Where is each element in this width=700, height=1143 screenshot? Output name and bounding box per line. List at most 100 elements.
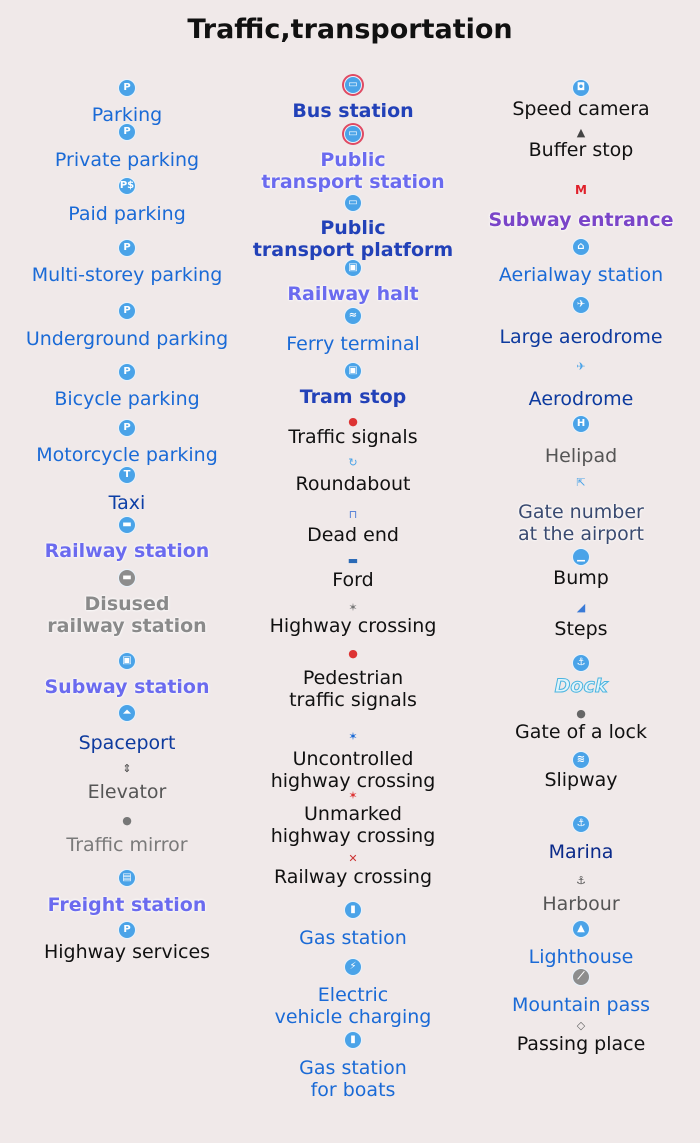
legend-label: Bump <box>553 567 609 589</box>
legend-label: Private parking <box>54 149 200 171</box>
train-icon: ▬ <box>118 516 136 534</box>
legend-label: Mountain pass <box>511 994 651 1016</box>
legend-label: Gate number at the airport <box>517 501 645 545</box>
small-plane-icon: ✈ <box>576 360 586 373</box>
camera-icon: ◘ <box>572 79 590 97</box>
legend-label: Electric vehicle charging <box>274 984 432 1028</box>
legend-label: Aerialway station <box>498 264 664 286</box>
private-parking-icon: P <box>118 123 136 141</box>
anchor-icon: ⚓ <box>572 815 590 833</box>
legend-label: Railway crossing <box>273 866 433 888</box>
legend-label: Traffic signals <box>288 426 418 448</box>
legend-label: Multi-storey parking <box>31 264 223 286</box>
legend-label: Railway station <box>44 540 210 562</box>
mountain-pass-icon: ⟋ <box>572 968 590 986</box>
legend-label: Traffic mirror <box>66 834 188 856</box>
elevator-icon: ⇕ <box>122 762 132 775</box>
legend-label: Paid parking <box>68 203 186 225</box>
legend-label: Elevator <box>87 781 167 803</box>
aerialway-icon: ⌂ <box>572 238 590 256</box>
legend-label: Ford <box>332 569 374 591</box>
legend-label: Motorcycle parking <box>36 444 218 466</box>
subway-icon: ▣ <box>118 652 136 670</box>
gate-icon: ⇱ <box>576 476 586 489</box>
legend-label: Subway station <box>44 676 210 698</box>
legend-label: Steps <box>554 618 608 640</box>
bus-station-icon: ▭ <box>344 76 362 94</box>
legend-label: Lighthouse <box>528 946 634 968</box>
traffic-light-icon: ● <box>348 415 358 428</box>
legend-label: Disused railway station <box>47 593 207 637</box>
legend-label: Roundabout <box>295 473 411 495</box>
metro-icon: M <box>575 183 587 197</box>
legend-label: Gate of a lock <box>515 721 647 743</box>
tram-icon: ▣ <box>344 362 362 380</box>
bus-platform-icon: ▭ <box>344 194 362 212</box>
ford-icon: ▬ <box>347 554 359 567</box>
pedestrian-blue-icon: ✶ <box>348 730 358 743</box>
roundabout-icon: ↻ <box>348 456 358 469</box>
legend-label: Dock <box>554 675 608 698</box>
legend-label: Underground parking <box>25 328 229 350</box>
buffer-stop-icon: ▲ <box>576 126 586 139</box>
slipway-icon: ≋ <box>572 751 590 769</box>
bus-icon: ▭ <box>344 125 362 143</box>
paid-parking-icon: P$ <box>118 177 136 195</box>
lighthouse-icon: ▲ <box>572 920 590 938</box>
pedestrian-red-icon: ✶ <box>348 789 358 802</box>
parking-icon: P <box>118 79 136 97</box>
pedestrian-icon: ✶ <box>348 601 358 614</box>
legend-label: Spaceport <box>78 732 176 754</box>
fuel-icon: ▮ <box>344 901 362 919</box>
legend-label: Railway halt <box>287 283 419 305</box>
passing-place-icon: ◇ <box>576 1019 586 1032</box>
legend-label: Pedestrian traffic signals <box>289 667 417 711</box>
bump-icon: ▁ <box>572 548 590 566</box>
legend-label: Unmarked highway crossing <box>270 803 436 847</box>
legend-label: Buffer stop <box>528 139 634 161</box>
freight-icon: ▤ <box>118 869 136 887</box>
taxi-icon: T <box>118 466 136 484</box>
legend-label: Speed camera <box>512 98 650 120</box>
train-halt-icon: ▣ <box>344 259 362 277</box>
helipad-icon: H <box>572 415 590 433</box>
legend-label: Bus station <box>292 100 414 122</box>
railway-crossing-icon: ✕ <box>348 852 358 865</box>
mirror-icon: ● <box>122 814 132 827</box>
rocket-icon: ⏶ <box>118 704 136 722</box>
legend-label: Gas station for boats <box>299 1057 407 1101</box>
plane-icon: ✈ <box>572 296 590 314</box>
legend-label: Ferry terminal <box>286 333 420 355</box>
legend-label: Highway services <box>43 941 211 963</box>
legend-label: Taxi <box>108 492 146 514</box>
motorcycle-parking-icon: P <box>118 419 136 437</box>
legend-label: Helipad <box>544 445 618 467</box>
boat-fuel-icon: ▮ <box>344 1031 362 1049</box>
legend-label: Public transport station <box>261 149 445 193</box>
legend-label: Subway entrance <box>488 209 674 231</box>
lock-gate-icon: ● <box>576 707 586 720</box>
highway-services-icon: P <box>118 921 136 939</box>
legend-label: Public transport platform <box>252 217 454 261</box>
ev-charging-icon: ⚡ <box>344 958 362 976</box>
legend-label: Tram stop <box>299 386 407 408</box>
legend-label: Slipway <box>544 769 618 791</box>
dock-icon: ⚓ <box>572 654 590 672</box>
bicycle-parking-icon: P <box>118 363 136 381</box>
underground-parking-icon: P <box>118 302 136 320</box>
legend-label: Freight station <box>47 894 207 916</box>
legend-label: Passing place <box>516 1033 646 1055</box>
dead-end-icon: ⊓ <box>348 508 358 521</box>
legend-label: Parking <box>91 104 163 126</box>
legend-label: Highway crossing <box>269 615 437 637</box>
legend-label: Bicycle parking <box>54 388 200 410</box>
legend-label: Uncontrolled highway crossing <box>270 748 436 792</box>
legend-label: Large aerodrome <box>499 326 663 348</box>
legend-label: Gas station <box>299 927 407 949</box>
legend-label: Harbour <box>542 893 620 915</box>
disused-train-icon: ▬ <box>118 569 136 587</box>
legend-label: Dead end <box>307 524 399 546</box>
ferry-icon: ≈ <box>344 307 362 325</box>
steps-icon: ◢ <box>576 601 586 614</box>
legend-label: Aerodrome <box>528 388 634 410</box>
